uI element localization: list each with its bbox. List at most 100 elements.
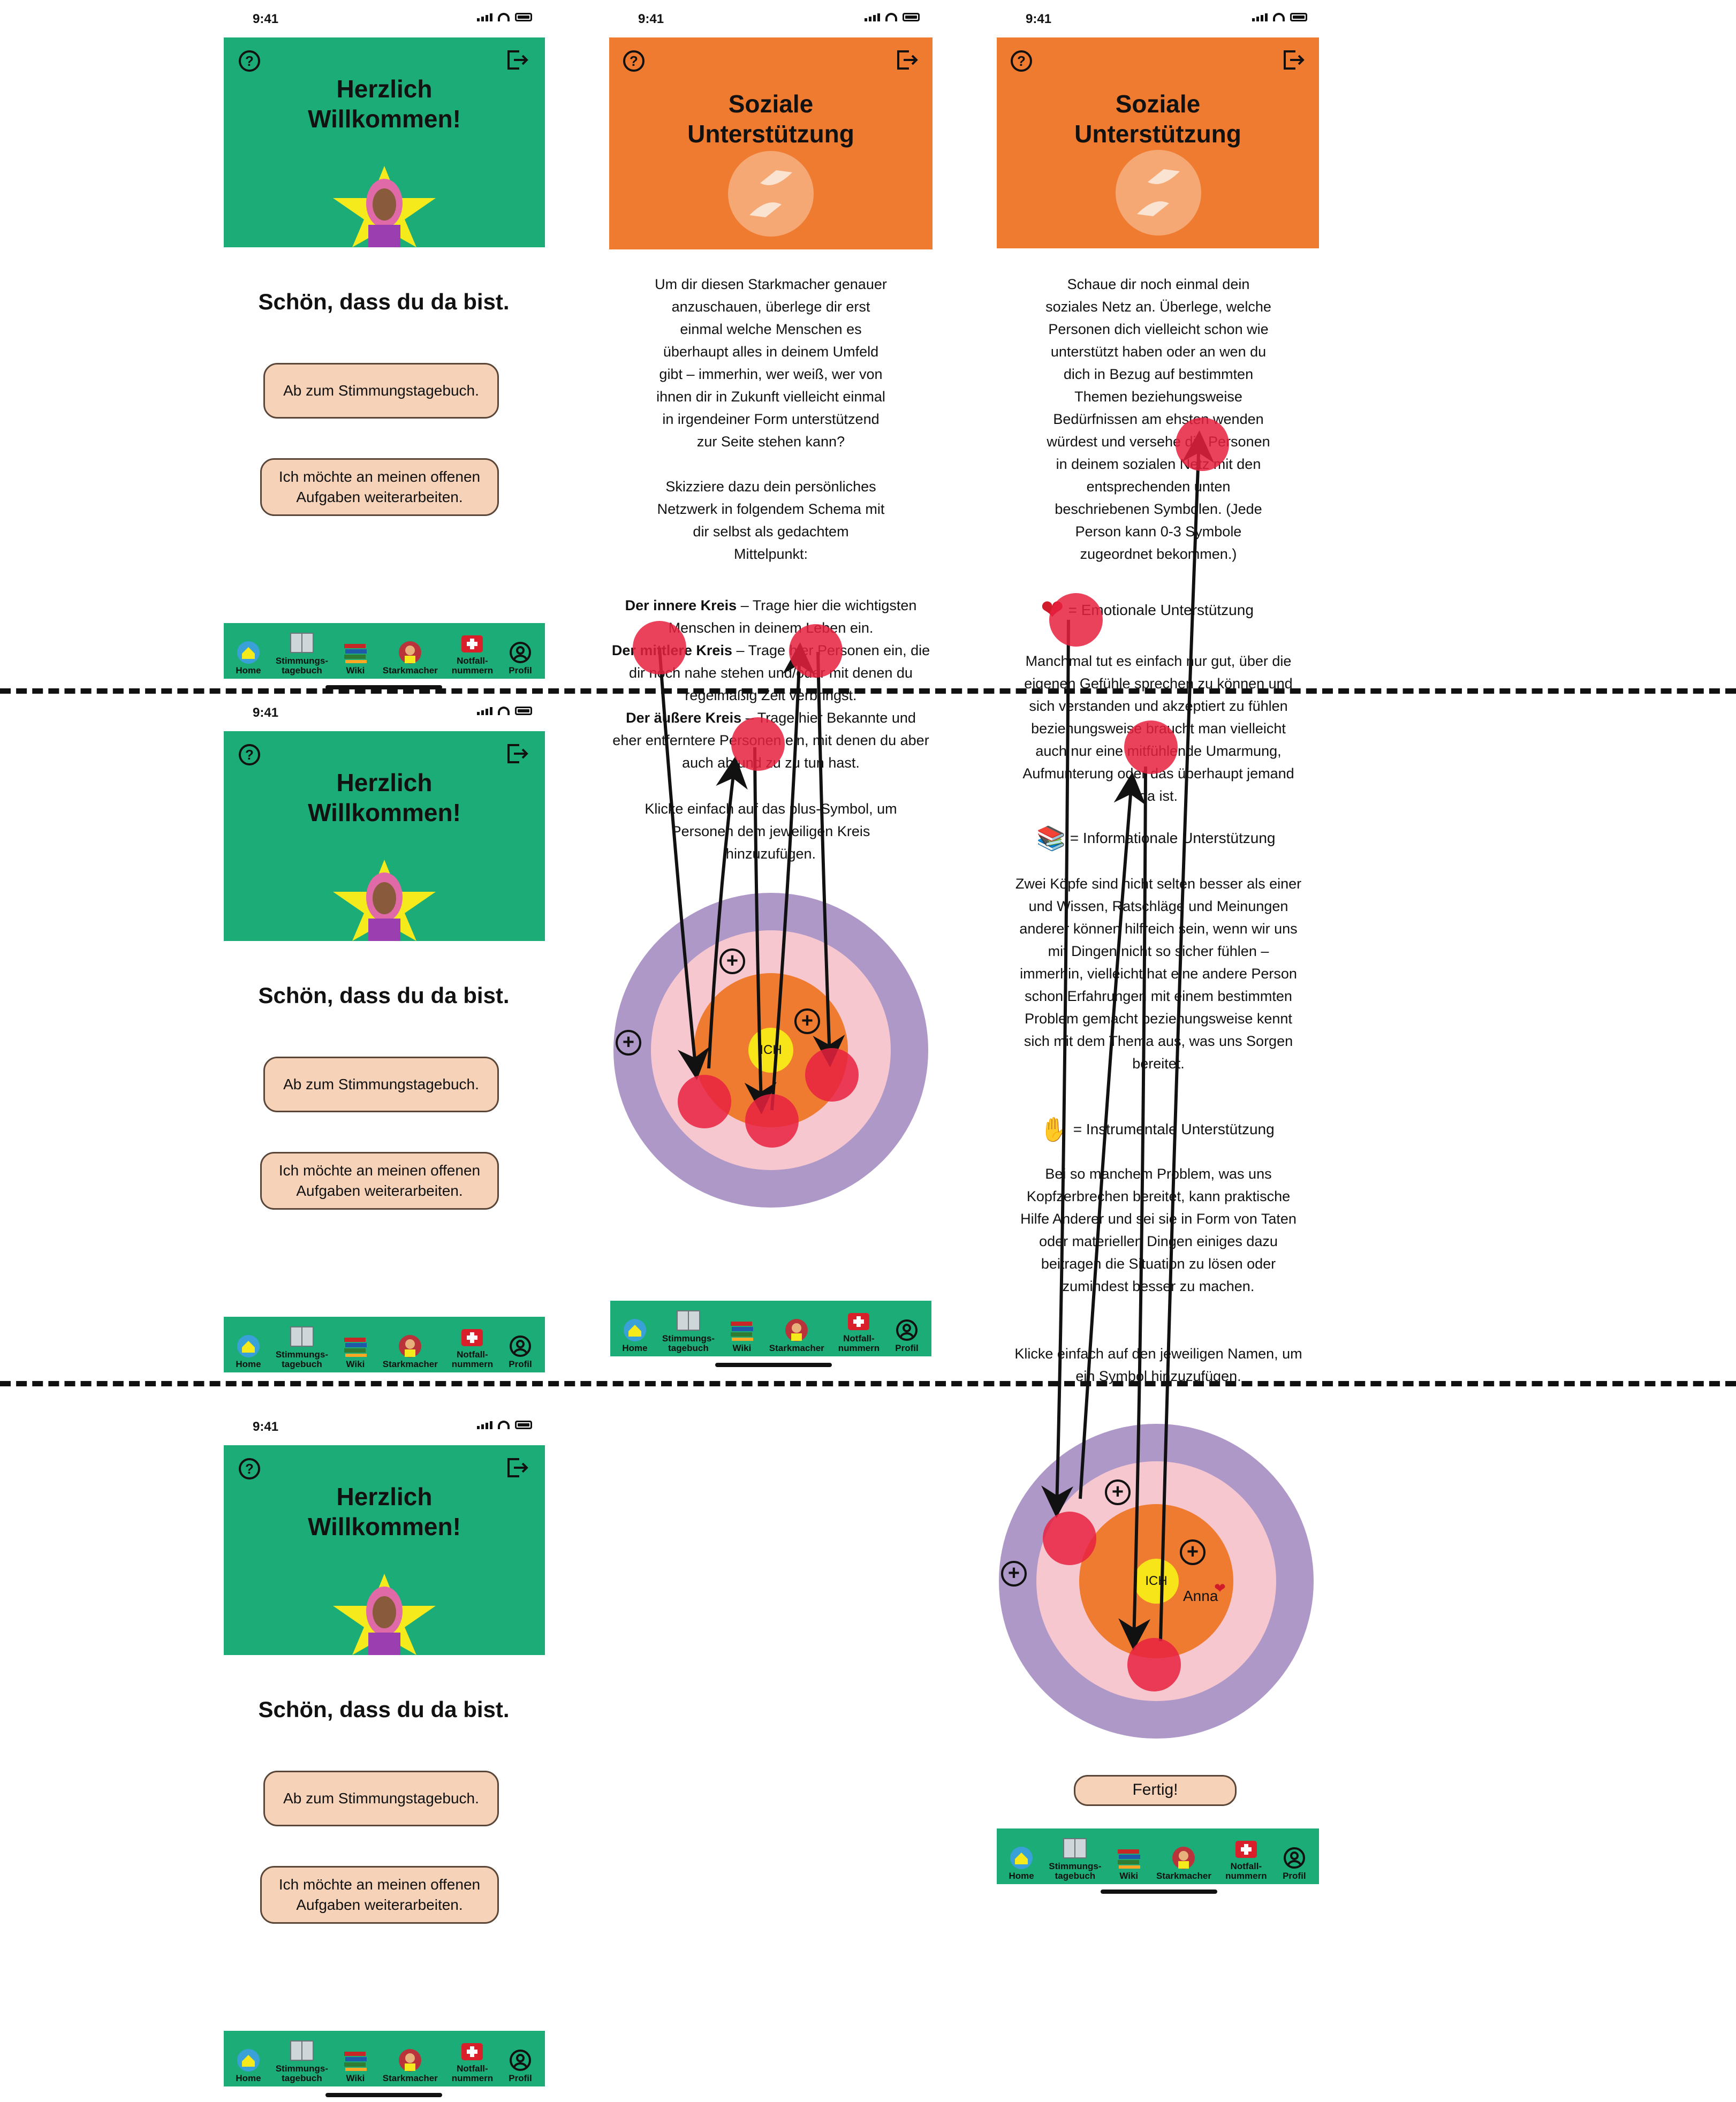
tab-notfallnummern[interactable]: Notfall- nummern <box>452 2037 493 2083</box>
first-aid-icon <box>845 1307 872 1334</box>
social-intro-text: Um dir diesen Starkmacher genauer anzusc… <box>655 276 887 562</box>
help-icon[interactable]: ? <box>239 744 260 765</box>
done-button[interactable]: Fertig! <box>1074 1775 1237 1806</box>
touch-dot <box>1124 720 1178 774</box>
add-outer-button[interactable]: + <box>616 1030 641 1056</box>
tab-label: Starkmacher <box>382 665 438 676</box>
tab-profil[interactable]: Profil <box>1281 1845 1308 1881</box>
tab-stimmungstagebuch[interactable]: Stimmungs- tagebuch <box>276 1323 328 1369</box>
logout-icon[interactable] <box>505 48 529 72</box>
social-header: ? Soziale Unterstützung <box>609 37 933 249</box>
tab-notfallnummern[interactable]: Notfall- nummern <box>838 1307 880 1353</box>
tab-home[interactable]: Home <box>235 639 262 676</box>
add-middle-button[interactable]: + <box>1105 1479 1131 1505</box>
flow-arrow <box>1041 619 1074 1518</box>
first-aid-icon <box>459 1323 486 1350</box>
tab-label: Home <box>622 1343 648 1353</box>
tab-starkmacher[interactable]: Starkmacher <box>383 639 438 676</box>
home-indicator <box>325 685 442 689</box>
wifi-icon <box>885 13 897 21</box>
help-icon[interactable]: ? <box>623 50 645 72</box>
tab-profil[interactable]: Profil <box>507 1333 534 1369</box>
add-outer-button[interactable]: + <box>1001 1561 1027 1587</box>
tab-wiki[interactable]: Wiki <box>342 2047 369 2083</box>
tab-wiki[interactable]: Wiki <box>1116 1845 1142 1881</box>
add-inner-button[interactable]: + <box>1180 1539 1206 1565</box>
flow-arrow <box>770 642 815 1111</box>
status-time: 9:41 <box>253 705 279 720</box>
tab-stimmungstagebuch[interactable]: Stimmungs- tagebuch <box>662 1307 715 1353</box>
tab-notfallnummern[interactable]: Notfall- nummern <box>452 1323 493 1369</box>
tab-wiki[interactable]: Wiki <box>729 1317 755 1353</box>
tab-starkmacher[interactable]: Starkmacher <box>383 2047 438 2083</box>
profile-icon <box>507 639 534 666</box>
flow-arrow <box>1159 430 1215 1642</box>
tab-label: Stimmungs- tagebuch <box>275 2063 329 2083</box>
tab-notfallnummern[interactable]: Notfall- nummern <box>452 629 493 676</box>
tab-bar: Home Stimmungs- tagebuch Wiki Starkmacher No… <box>224 1317 545 1372</box>
tab-home[interactable]: Home <box>235 1333 262 1369</box>
inner-circle-text: – Trage hier die wichtigsten Menschen in… <box>668 597 917 636</box>
center-me: ICH <box>748 1028 793 1073</box>
tab-starkmacher[interactable]: Starkmacher <box>769 1317 824 1353</box>
helping-hands-icon <box>1116 150 1201 236</box>
tab-wiki[interactable]: Wiki <box>342 639 369 676</box>
touch-dot <box>731 717 785 771</box>
tab-starkmacher[interactable]: Starkmacher <box>1156 1845 1211 1881</box>
tab-label: Stimmungs- tagebuch <box>275 1349 329 1369</box>
logout-icon[interactable] <box>505 1456 529 1479</box>
home-indicator <box>715 1363 832 1367</box>
tab-stimmungstagebuch[interactable]: Stimmungs- tagebuch <box>1049 1835 1102 1881</box>
tab-bar: Home Stimmungs- tagebuch Wiki Starkmacher No… <box>997 1828 1319 1884</box>
tab-home[interactable]: Home <box>235 2047 262 2083</box>
add-middle-button[interactable]: + <box>719 948 745 974</box>
diary-button[interactable]: Ab zum Stimmungstagebuch. <box>263 363 499 419</box>
helping-hands-icon <box>728 151 814 237</box>
starkmacher-avatar <box>333 1574 436 1655</box>
welcome-title: Herzlich Willkommen! <box>308 75 461 133</box>
tab-stimmungstagebuch[interactable]: Stimmungs- tagebuch <box>276 629 328 676</box>
tab-label: Wiki <box>346 2073 365 2083</box>
add-inner-button[interactable]: + <box>794 1008 820 1034</box>
tab-notfallnummern[interactable]: Notfall- nummern <box>1225 1835 1267 1881</box>
tab-label: Wiki <box>346 1359 365 1369</box>
row-separator <box>0 1381 1736 1386</box>
tab-profil[interactable]: Profil <box>893 1317 920 1353</box>
signal-icon <box>1252 13 1268 21</box>
tab-profil[interactable]: Profil <box>507 2047 534 2083</box>
open-tasks-button[interactable]: Ich möchte an meinen offenen Aufgaben we… <box>260 458 499 516</box>
wifi-icon <box>498 13 510 21</box>
books-icon <box>1116 1845 1142 1871</box>
help-icon[interactable]: ? <box>239 1458 260 1479</box>
logout-icon[interactable] <box>895 48 919 72</box>
tab-profil[interactable]: Profil <box>507 639 534 676</box>
diary-button[interactable]: Ab zum Stimmungstagebuch. <box>263 1057 499 1112</box>
tab-label: Stimmungs- tagebuch <box>662 1333 715 1353</box>
profile-icon <box>507 1333 534 1360</box>
person-anna[interactable]: Anna ❤ <box>1183 1580 1226 1605</box>
tab-label: Wiki <box>346 665 365 676</box>
tab-home[interactable]: Home <box>621 1317 648 1353</box>
tab-wiki[interactable]: Wiki <box>342 1333 369 1369</box>
status-time: 9:41 <box>253 12 279 26</box>
welcome-header: ? Herzlich Willkommen! <box>224 731 545 941</box>
open-tasks-button[interactable]: Ich möchte an meinen offenen Aufgaben we… <box>260 1152 499 1210</box>
tab-home[interactable]: Home <box>1008 1845 1035 1881</box>
tab-label: Profil <box>509 2073 532 2083</box>
open-tasks-button[interactable]: Ich möchte an meinen offenen Aufgaben we… <box>260 1866 499 1924</box>
add-hint-text: Klicke einfach auf das plus-Symbol, um P… <box>645 801 897 862</box>
tab-stimmungstagebuch[interactable]: Stimmungs- tagebuch <box>276 2037 328 2083</box>
logout-icon[interactable] <box>1282 48 1305 72</box>
status-time: 9:41 <box>1026 12 1052 26</box>
tab-starkmacher[interactable]: Starkmacher <box>383 1333 438 1369</box>
books-icon <box>342 639 369 666</box>
signal-icon <box>477 707 492 715</box>
person-name[interactable]: Anna <box>1183 1588 1218 1604</box>
tab-label: Notfall- nummern <box>1225 1861 1267 1881</box>
hero-icon <box>397 2047 423 2074</box>
logout-icon[interactable] <box>505 742 529 765</box>
help-icon[interactable]: ? <box>239 50 260 72</box>
diary-button[interactable]: Ab zum Stimmungstagebuch. <box>263 1771 499 1826</box>
help-icon[interactable]: ? <box>1011 50 1032 72</box>
